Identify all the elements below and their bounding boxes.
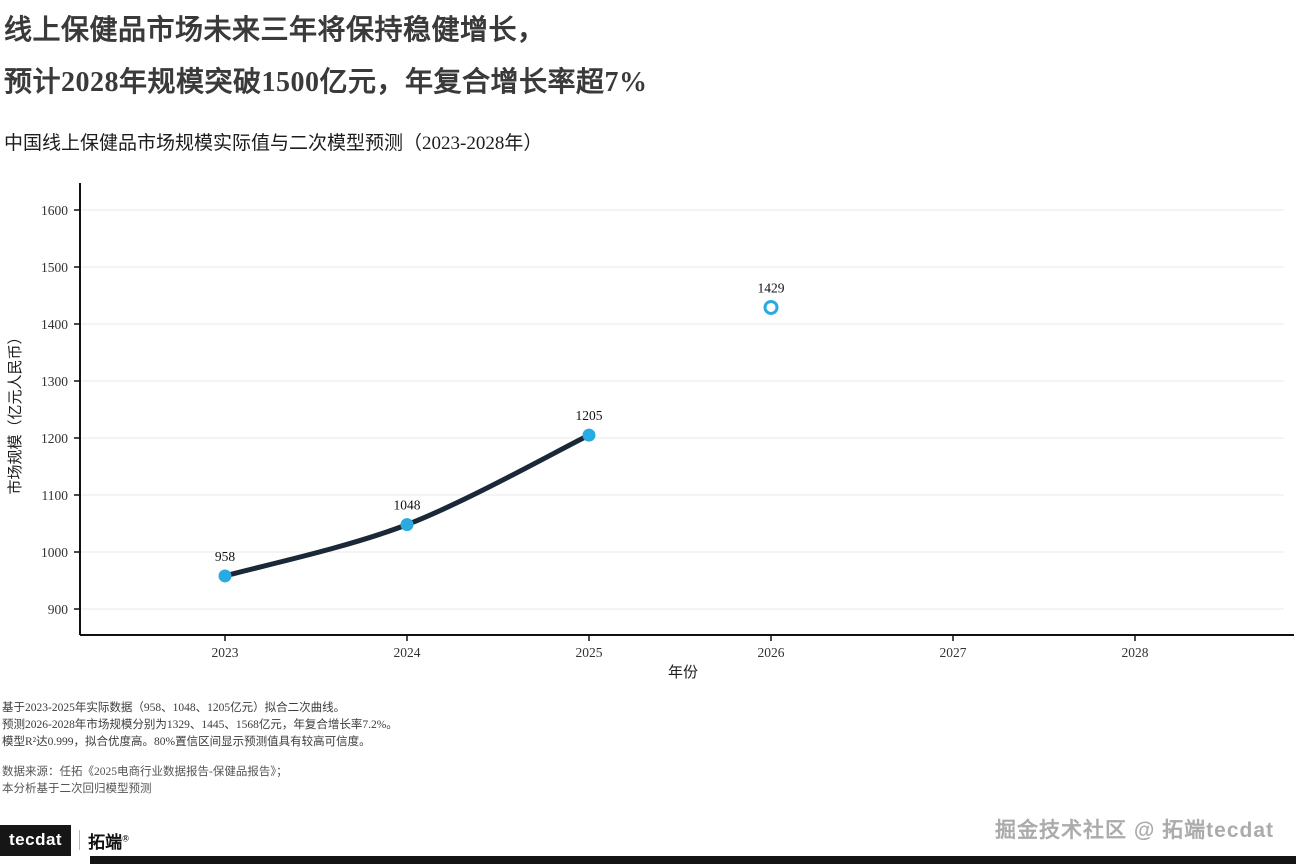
- x-tick-label: 2027: [940, 645, 967, 660]
- y-tick-label: 1600: [41, 203, 68, 218]
- tecdat-logo: tecdat 拓端®: [0, 824, 129, 856]
- chart-canvas: 900 1000 1100 1200 1300 1400 1500 1600 2023 2024 2…: [7, 183, 1294, 681]
- headline-line1: 线上保健品市场未来三年将保持稳健增长，: [4, 15, 546, 46]
- point-label: 1205: [576, 408, 603, 423]
- y-tick-label: 1200: [41, 431, 68, 446]
- footnote-line: 预测2026-2028年市场规模分别为1329、1445、1568亿元，年复合增…: [2, 719, 398, 731]
- y-tick-label: 900: [48, 602, 69, 617]
- footnote-line: 基于2023-2025年实际数据（958、1048、1205亿元）拟合二次曲线。: [2, 702, 346, 714]
- point-label: 1048: [394, 498, 421, 513]
- footnote-line: 模型R²达0.999，拟合优度高。80%置信区间显示预测值具有较高可信度。: [2, 736, 371, 748]
- x-tick-label: 2023: [212, 645, 239, 660]
- source-line: 本分析基于二次回归模型预测: [2, 783, 152, 795]
- y-tick-label: 1300: [41, 374, 68, 389]
- y-tick-label: 1500: [41, 260, 68, 275]
- y-tick-label: 1400: [41, 317, 68, 332]
- y-tick-label: 1100: [42, 488, 69, 503]
- x-axis-label: 年份: [668, 664, 698, 681]
- logo-divider: [79, 830, 81, 850]
- headline-line2: 预计2028年规模突破1500亿元，年复合增长率超7%: [4, 67, 648, 98]
- watermark: 掘金技术社区 @ 拓端tecdat: [995, 819, 1274, 842]
- tecdat-logo-mark: tecdat: [0, 824, 72, 856]
- data-point-actual: [582, 428, 596, 442]
- point-label: 1429: [758, 280, 785, 295]
- point-label: 958: [215, 549, 236, 564]
- data-point-forecast: [763, 299, 779, 315]
- x-tick-label: 2028: [1122, 645, 1149, 660]
- line-chart: 900 1000 1100 1200 1300 1400 1500 1600 2023 2024 2…: [0, 180, 1296, 685]
- source-line: 数据来源：任拓《2025电商行业数据报告-保健品报告》；: [2, 766, 288, 778]
- y-tick-label: 1000: [41, 545, 68, 560]
- footnotes: 基于2023-2025年实际数据（958、1048、1205亿元）拟合二次曲线。…: [2, 700, 398, 751]
- bottom-bar: [90, 856, 1296, 864]
- x-tick-label: 2026: [758, 645, 785, 660]
- chart-title: 中国线上保健品市场规模实际值与二次模型预测（2023-2028年）: [4, 133, 543, 154]
- data-source: 数据来源：任拓《2025电商行业数据报告-保健品报告》； 本分析基于二次回归模型…: [2, 764, 288, 798]
- x-tick-label: 2024: [394, 645, 421, 660]
- data-point-actual: [400, 518, 414, 532]
- data-point-actual: [218, 569, 232, 583]
- logo-brand-text: 拓端®: [88, 832, 129, 852]
- x-tick-label: 2025: [576, 645, 603, 660]
- y-axis-label: 市场规模（亿元人民币）: [7, 329, 24, 494]
